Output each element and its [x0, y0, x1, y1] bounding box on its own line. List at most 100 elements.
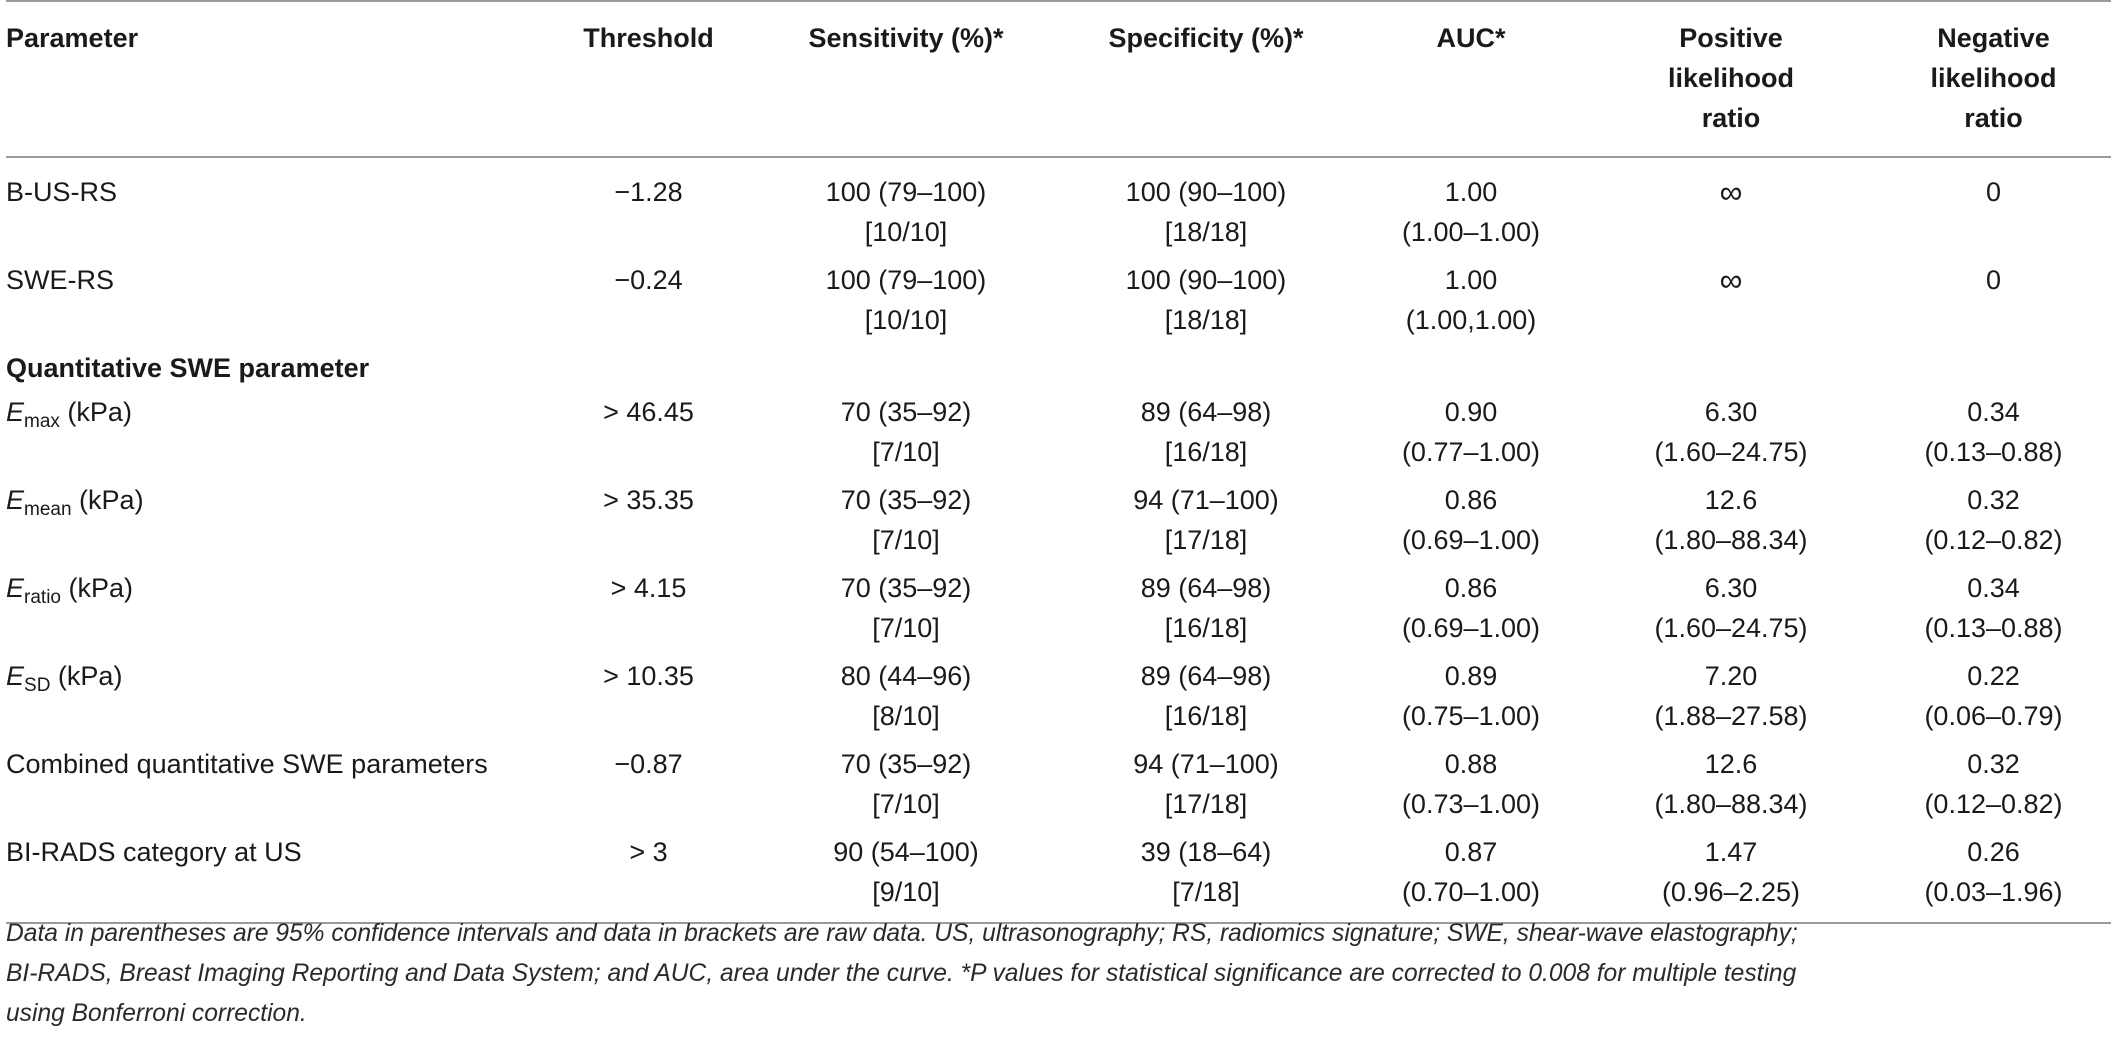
cell-parameter: BI-RADS category at US [6, 837, 302, 867]
cell-specificity: 89 (64–98) [16/18] [1056, 564, 1356, 652]
cell-plr: 1.47 (0.96–2.25) [1586, 828, 1876, 923]
cell-sensitivity-value: 90 (54–100) [833, 837, 979, 867]
cell-nlr-value: 0 [1985, 265, 2002, 295]
param-unit: (kPa) [60, 573, 133, 603]
table-row: ESD (kPa) > 10.35 80 (44–96) [8/10] 89 (… [6, 652, 2111, 740]
footnote-line-1: Data in parentheses are 95% confidence i… [6, 920, 1798, 947]
cell-parameter: SWE-RS [6, 265, 114, 295]
cell-parameter: Emax (kPa) [6, 388, 541, 476]
cell-auc-value: 1.00 [1444, 177, 1498, 207]
cell-auc: 0.86 (0.69–1.00) [1356, 564, 1586, 652]
cell-specificity-raw: [16/18] [1164, 437, 1248, 467]
cell-specificity: 39 (18–64) [7/18] [1056, 828, 1356, 923]
cell-nlr-value: 0 [1985, 177, 2002, 207]
param-unit: (kPa) [50, 661, 123, 691]
cell-specificity-raw: [16/18] [1164, 701, 1248, 731]
cell-sensitivity: 70 (35–92) [7/10] [756, 388, 1056, 476]
cell-sensitivity-value: 100 (79–100) [825, 177, 987, 207]
cell-parameter: ESD (kPa) [6, 652, 541, 740]
cell-sensitivity-raw: [9/10] [872, 877, 940, 907]
cell-sensitivity-raw: [8/10] [872, 701, 940, 731]
cell-nlr-ci: (0.13–0.88) [1924, 437, 2063, 467]
cell-sensitivity: 80 (44–96) [8/10] [756, 652, 1056, 740]
cell-plr-value: 1.47 [1704, 837, 1758, 867]
cell-nlr-ci: (0.03–1.96) [1924, 877, 2063, 907]
cell-plr-value: 7.20 [1704, 661, 1758, 691]
footnote-line-2: BI-RADS, Breast Imaging Reporting and Da… [6, 960, 1797, 987]
table-row: B-US-RS −1.28 100 (79–100) [10/10] 100 (… [6, 157, 2111, 256]
cell-nlr: 0.32 (0.12–0.82) [1876, 740, 2111, 828]
cell-specificity-raw: [18/18] [1164, 217, 1248, 247]
cell-parameter: B-US-RS [6, 177, 118, 207]
cell-plr-value: 12.6 [1704, 749, 1758, 779]
cell-auc-value: 0.90 [1444, 397, 1498, 427]
cell-plr: ∞ [1586, 157, 1876, 256]
cell-nlr: 0.26 (0.03–1.96) [1876, 828, 2111, 923]
header-threshold: Threshold [583, 23, 714, 53]
header-plr-line-1: Positive [1679, 23, 1783, 53]
param-symbol: E [6, 661, 25, 691]
cell-specificity-value: 94 (71–100) [1133, 749, 1279, 779]
cell-auc-value: 0.88 [1444, 749, 1498, 779]
cell-nlr-value: 0.32 [1967, 485, 2020, 515]
cell-sensitivity: 70 (35–92) [7/10] [756, 564, 1056, 652]
cell-sensitivity-raw: [10/10] [864, 305, 948, 335]
cell-auc-ci: (0.70–1.00) [1401, 877, 1541, 907]
cell-sensitivity-raw: [7/10] [872, 613, 940, 643]
cell-parameter: Eratio (kPa) [6, 564, 541, 652]
cell-plr: 12.6 (1.80–88.34) [1586, 740, 1876, 828]
cell-plr-value: 6.30 [1704, 397, 1758, 427]
cell-plr-ci: (1.60–24.75) [1654, 613, 1808, 643]
cell-nlr: 0.32 (0.12–0.82) [1876, 476, 2111, 564]
header-sensitivity: Sensitivity (%)* [808, 23, 1004, 53]
cell-plr-value: 6.30 [1704, 573, 1758, 603]
cell-auc-ci: (0.75–1.00) [1401, 701, 1541, 731]
cell-nlr-value: 0.32 [1967, 749, 2020, 779]
cell-specificity: 94 (71–100) [17/18] [1056, 740, 1356, 828]
cell-sensitivity: 70 (35–92) [7/10] [756, 476, 1056, 564]
param-subscript: SD [24, 675, 51, 696]
cell-plr-ci: (1.80–88.34) [1654, 525, 1808, 555]
cell-specificity-raw: [16/18] [1164, 613, 1248, 643]
param-symbol: E [6, 573, 25, 603]
cell-specificity-value: 100 (90–100) [1125, 265, 1287, 295]
cell-specificity-value: 89 (64–98) [1140, 661, 1272, 691]
cell-specificity-value: 94 (71–100) [1133, 485, 1279, 515]
cell-nlr-ci: (0.12–0.82) [1924, 525, 2063, 555]
cell-plr: 7.20 (1.88–27.58) [1586, 652, 1876, 740]
cell-specificity: 89 (64–98) [16/18] [1056, 652, 1356, 740]
cell-sensitivity-raw: [7/10] [872, 789, 940, 819]
cell-nlr-ci: (0.13–0.88) [1924, 613, 2063, 643]
section-heading-row: Quantitative SWE parameter [6, 344, 2111, 388]
cell-auc-value: 1.00 [1444, 265, 1498, 295]
cell-specificity-raw: [17/18] [1164, 789, 1248, 819]
cell-plr: 12.6 (1.80–88.34) [1586, 476, 1876, 564]
cell-auc-value: 0.87 [1444, 837, 1498, 867]
cell-sensitivity: 70 (35–92) [7/10] [756, 740, 1056, 828]
cell-sensitivity-value: 70 (35–92) [840, 485, 972, 515]
cell-nlr: 0.34 (0.13–0.88) [1876, 564, 2111, 652]
cell-auc-ci: (1.00,1.00) [1405, 305, 1537, 335]
cell-threshold: > 35.35 [603, 485, 694, 515]
cell-specificity-raw: [7/18] [1172, 877, 1240, 907]
cell-sensitivity-value: 70 (35–92) [840, 749, 972, 779]
table-footnote: Data in parentheses are 95% confidence i… [6, 914, 2106, 1034]
cell-specificity-value: 89 (64–98) [1140, 573, 1272, 603]
cell-nlr-value: 0.26 [1967, 837, 2020, 867]
cell-plr: 6.30 (1.60–24.75) [1586, 388, 1876, 476]
cell-nlr: 0 [1876, 157, 2111, 256]
infinity-symbol: ∞ [1719, 174, 1743, 210]
cell-nlr: 0 [1876, 256, 2111, 344]
cell-auc-ci: (0.73–1.00) [1401, 789, 1541, 819]
param-subscript: mean [24, 499, 72, 520]
cell-specificity-raw: [18/18] [1164, 305, 1248, 335]
cell-threshold: > 4.15 [610, 573, 687, 603]
cell-sensitivity-value: 70 (35–92) [840, 397, 972, 427]
cell-auc: 0.90 (0.77–1.00) [1356, 388, 1586, 476]
cell-specificity-value: 89 (64–98) [1140, 397, 1272, 427]
param-unit: (kPa) [59, 397, 132, 427]
cell-auc: 1.00 (1.00–1.00) [1356, 157, 1586, 256]
diagnostic-performance-table: Parameter Threshold Sensitivity (%)* Spe… [6, 0, 2111, 924]
header-parameter: Parameter [6, 23, 139, 53]
cell-auc-ci: (0.69–1.00) [1401, 613, 1541, 643]
